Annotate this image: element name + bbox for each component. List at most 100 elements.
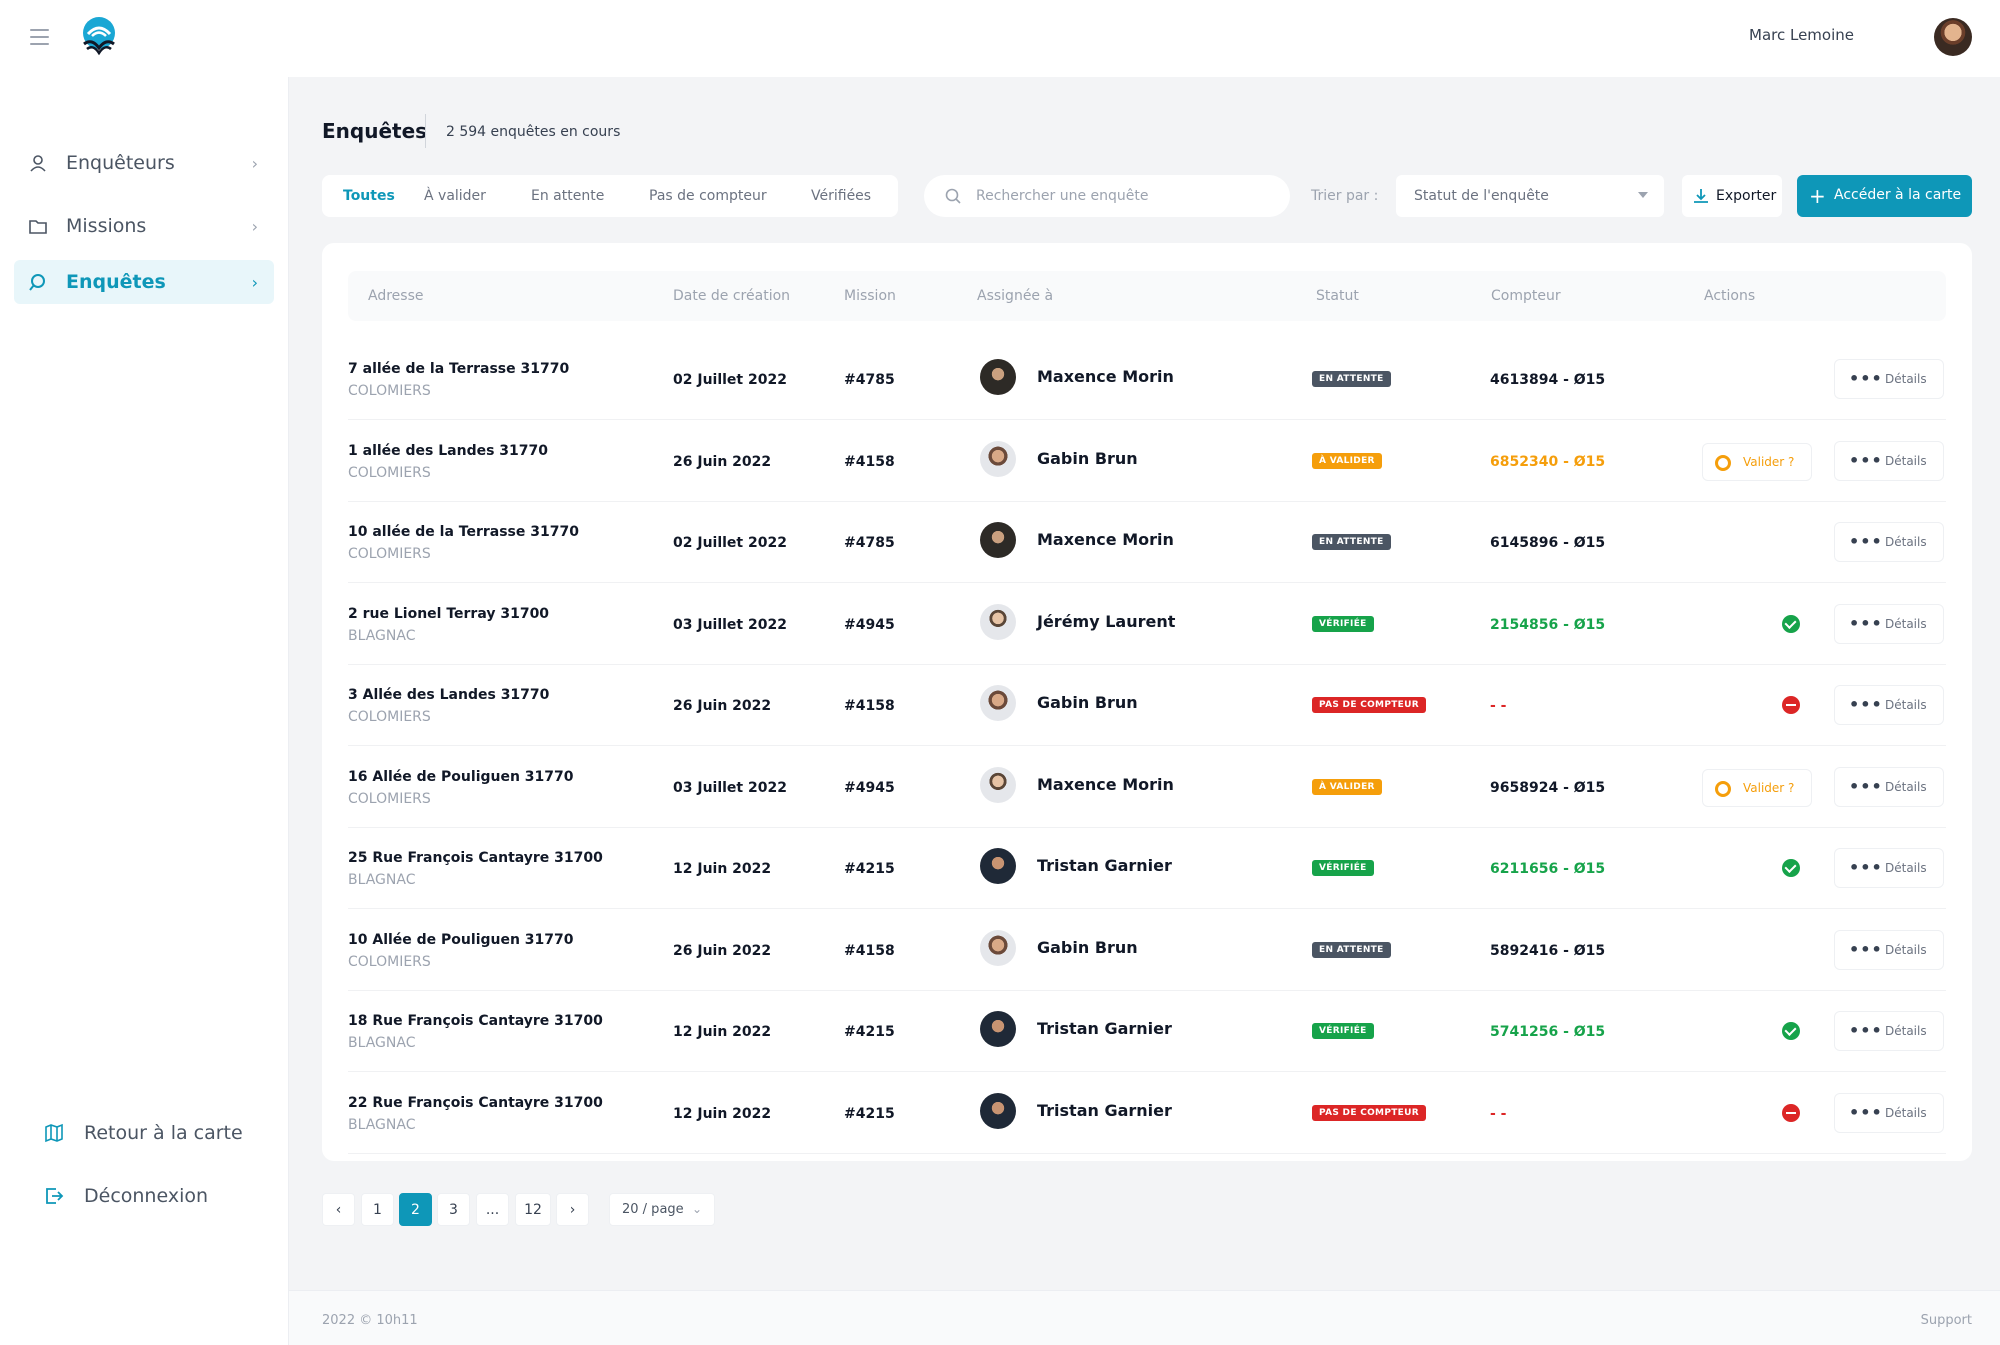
table-row[interactable]: 10 Allée de Pouliguen 31770 COLOMIERS 26 J… <box>348 910 1946 991</box>
column-header-meter[interactable]: Compteur <box>1491 288 1561 304</box>
table-row[interactable]: 1 allée des Landes 31770 COLOMIERS 26 Juin… <box>348 421 1946 502</box>
details-button[interactable]: ••• Détails <box>1834 848 1944 888</box>
mission-id[interactable]: #4158 <box>844 698 895 714</box>
tab-a-valider[interactable]: À valider <box>424 188 486 204</box>
assignee-name[interactable]: Gabin Brun <box>1037 448 1138 468</box>
mission-id[interactable]: #4785 <box>844 372 895 388</box>
column-header-mission[interactable]: Mission <box>844 288 896 304</box>
page-size-select[interactable]: 20 / page ⌄ <box>609 1193 715 1226</box>
pagination-next-button[interactable]: › <box>556 1193 589 1226</box>
mission-id[interactable]: #4215 <box>844 861 895 877</box>
address-line: 1 allée des Landes 31770 <box>348 442 549 459</box>
tab-pas-de-compteur[interactable]: Pas de compteur <box>649 188 767 204</box>
details-button[interactable]: ••• Détails <box>1834 685 1944 725</box>
assignee-avatar <box>980 848 1016 884</box>
details-button[interactable]: ••• Détails <box>1834 522 1944 562</box>
details-button[interactable]: ••• Détails <box>1834 440 1944 481</box>
table-row[interactable]: 2 rue Lionel Terray 31700 BLAGNAC 03 Juill… <box>348 584 1946 665</box>
assignee-name[interactable]: Gabin Brun <box>1037 937 1138 957</box>
mission-id[interactable]: #4158 <box>844 453 895 470</box>
sidebar-item-enquetes[interactable]: Enquêtes › <box>14 260 274 304</box>
details-label: Détails <box>1885 942 1927 957</box>
export-button[interactable]: Exporter <box>1682 175 1782 217</box>
assignee-avatar <box>980 603 1016 640</box>
menu-icon[interactable] <box>30 29 49 45</box>
pagination-prev-button[interactable]: ‹ <box>322 1193 355 1226</box>
creation-date: 26 Juin 2022 <box>673 698 772 714</box>
column-header-assignee[interactable]: Assignée à <box>977 288 1054 304</box>
mission-id[interactable]: #4945 <box>844 616 895 633</box>
open-map-label: Accéder à la carte <box>1834 187 1962 203</box>
mission-id[interactable]: #4785 <box>844 535 895 551</box>
details-button[interactable]: ••• Détails <box>1834 603 1944 644</box>
search-icon <box>29 274 45 291</box>
status-badge: VÉRIFIÉE <box>1312 1023 1374 1039</box>
user-name[interactable]: Marc Lemoine <box>1749 26 1854 44</box>
address-city: COLOMIERS <box>348 953 431 970</box>
user-avatar[interactable] <box>1934 18 1972 56</box>
tab-en-attente[interactable]: En attente <box>531 188 605 204</box>
mission-id[interactable]: #4215 <box>844 1024 895 1040</box>
details-button[interactable]: ••• Détails <box>1834 1092 1944 1133</box>
table-row[interactable]: 22 Rue François Cantayre 31700 BLAGNAC 12 … <box>348 1073 1946 1154</box>
table-row[interactable]: 16 Allée de Pouliguen 31770 COLOMIERS 03 J… <box>348 747 1946 828</box>
assignee-name[interactable]: Tristan Garnier <box>1037 856 1172 875</box>
assignee-name[interactable]: Maxence Morin <box>1037 774 1174 794</box>
assignee-name[interactable]: Maxence Morin <box>1037 530 1174 549</box>
mission-id[interactable]: #4158 <box>844 942 895 959</box>
assignee-name[interactable]: Tristan Garnier <box>1037 1100 1172 1120</box>
chevron-right-icon: › <box>251 216 258 236</box>
open-map-button[interactable]: + Accéder à la carte <box>1797 175 1972 217</box>
address-line: 10 Allée de Pouliguen 31770 <box>348 931 574 948</box>
column-header-status[interactable]: Statut <box>1316 288 1359 304</box>
support-link[interactable]: Support <box>1920 1313 1972 1328</box>
details-button[interactable]: ••• Détails <box>1834 929 1944 970</box>
column-header-address[interactable]: Adresse <box>368 288 424 304</box>
table-row[interactable]: 3 Allée des Landes 31770 COLOMIERS 26 Juin… <box>348 665 1946 746</box>
pagination-page[interactable]: 1 <box>361 1193 394 1226</box>
sort-select[interactable]: Statut de l'enquête <box>1396 175 1664 217</box>
table-row[interactable]: 25 Rue François Cantayre 31700 BLAGNAC 12 … <box>348 828 1946 909</box>
address-city: COLOMIERS <box>348 383 431 399</box>
meter-value: 5741256 - Ø15 <box>1490 1024 1606 1040</box>
table-row[interactable]: 10 allée de la Terrasse 31770 COLOMIERS 02… <box>348 502 1946 583</box>
assignee-name[interactable]: Jérémy Laurent <box>1037 611 1176 631</box>
back-to-map-link[interactable]: Retour à la carte <box>44 1122 243 1144</box>
logout-icon <box>46 1188 64 1204</box>
sidebar-item-enqueteurs[interactable]: Enquêteurs › <box>14 141 274 185</box>
validate-button[interactable]: Valider ? <box>1702 768 1812 807</box>
pagination-page[interactable]: 12 <box>515 1193 551 1226</box>
assignee-avatar <box>980 359 1016 395</box>
creation-date: 26 Juin 2022 <box>673 942 772 959</box>
survey-count: 2 594 enquêtes en cours <box>446 124 621 140</box>
details-button[interactable]: ••• Détails <box>1834 359 1944 399</box>
details-button[interactable]: ••• Détails <box>1834 1011 1944 1051</box>
mission-id[interactable]: #4945 <box>844 779 895 796</box>
table-header: Adresse Date de création Mission Assigné… <box>348 271 1946 321</box>
table-row[interactable]: 7 allée de la Terrasse 31770 COLOMIERS 02 … <box>348 339 1946 420</box>
assignee-name[interactable]: Tristan Garnier <box>1037 1019 1172 1038</box>
validate-button[interactable]: Valider ? <box>1702 442 1812 481</box>
sidebar-item-missions[interactable]: Missions › <box>14 204 274 248</box>
tab-toutes[interactable]: Toutes <box>343 188 395 204</box>
mission-id[interactable]: #4215 <box>844 1105 895 1122</box>
folder-icon <box>29 220 47 234</box>
search-input[interactable] <box>976 185 1276 207</box>
address-city: BLAGNAC <box>348 627 416 644</box>
address-city: COLOMIERS <box>348 464 431 481</box>
validate-label: Valider ? <box>1743 780 1795 795</box>
caret-down-icon <box>1638 192 1648 198</box>
table-row[interactable]: 18 Rue François Cantayre 31700 BLAGNAC 12 … <box>348 991 1946 1072</box>
pagination-page[interactable]: 3 <box>437 1193 470 1226</box>
pagination-page-current[interactable]: 2 <box>399 1193 432 1226</box>
app-logo[interactable] <box>78 14 120 56</box>
column-header-date[interactable]: Date de création <box>673 288 791 304</box>
tab-verifiees[interactable]: Vérifiées <box>811 188 872 204</box>
status-badge: VÉRIFIÉE <box>1312 860 1374 876</box>
pagination-ellipsis[interactable]: ... <box>476 1193 509 1226</box>
assignee-name[interactable]: Gabin Brun <box>1037 693 1138 712</box>
assignee-name[interactable]: Maxence Morin <box>1037 367 1174 386</box>
check-circle-icon <box>1782 614 1800 633</box>
logout-link[interactable]: Déconnexion <box>44 1185 208 1207</box>
details-button[interactable]: ••• Détails <box>1834 766 1944 807</box>
